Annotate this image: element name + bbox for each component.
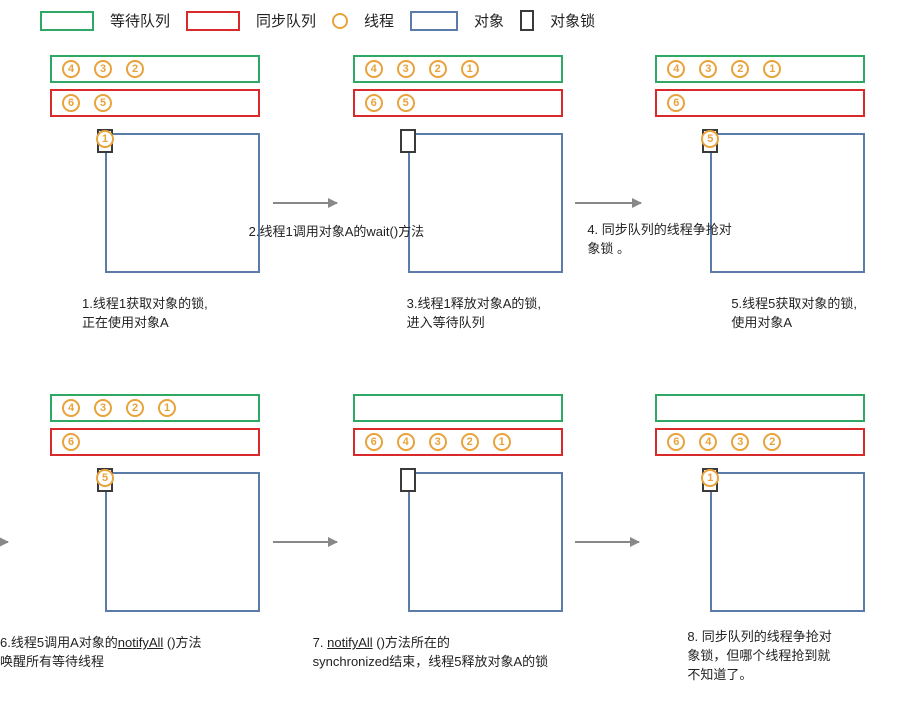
stage-caption: 1.线程1获取对象的锁,正在使用对象A bbox=[82, 295, 208, 333]
stage-caption: 5.线程5获取对象的锁,使用对象A bbox=[731, 295, 857, 333]
legend-lock-label: 对象锁 bbox=[550, 10, 595, 31]
arrow-caption: 4. 同步队列的线程争抢对象锁 。 bbox=[587, 221, 731, 259]
legend-object-label: 对象 bbox=[474, 10, 504, 31]
thread-4: 4 bbox=[667, 60, 685, 78]
arrow bbox=[575, 541, 639, 543]
thread-5: 5 bbox=[94, 94, 112, 112]
thread-6: 6 bbox=[365, 433, 383, 451]
stage-caption: 7. notifyAll ()方法所在的synchronized结束，线程5释放… bbox=[313, 634, 549, 672]
thread-4: 4 bbox=[365, 60, 383, 78]
legend: 等待队列 同步队列 线程 对象 对象锁 bbox=[0, 0, 908, 37]
wait-queue: 4321 bbox=[353, 55, 563, 83]
arrow-lead bbox=[0, 541, 8, 543]
stage-3: 4321655.线程5获取对象的锁,使用对象A4. 同步队列的线程争抢对象锁 。 bbox=[605, 37, 907, 376]
thread-2: 2 bbox=[429, 60, 447, 78]
thread-6: 6 bbox=[667, 94, 685, 112]
sync-queue: 6 bbox=[50, 428, 260, 456]
sync-queue: 6432 bbox=[655, 428, 865, 456]
stage-6: 643218. 同步队列的线程争抢对象锁，但哪个线程抢到就不知道了。 bbox=[605, 376, 907, 715]
thread-3: 3 bbox=[397, 60, 415, 78]
thread-4: 4 bbox=[699, 433, 717, 451]
object-lock bbox=[400, 468, 416, 492]
sync-queue: 64321 bbox=[353, 428, 563, 456]
thread-3: 3 bbox=[94, 399, 112, 417]
wait-queue: 432 bbox=[50, 55, 260, 83]
wait-queue bbox=[655, 394, 865, 422]
thread-6: 6 bbox=[62, 94, 80, 112]
object-a bbox=[710, 472, 865, 612]
legend-wait-box bbox=[40, 11, 94, 31]
thread-1: 1 bbox=[493, 433, 511, 451]
arrow-caption: 2.线程1调用对象A的wait()方法 bbox=[249, 223, 425, 242]
stage-4: 4321 65 6.线程5调用A对象的notifyAll ()方法唤醒所有等待线程 bbox=[0, 376, 302, 715]
thread-6: 6 bbox=[365, 94, 383, 112]
thread-1: 1 bbox=[158, 399, 176, 417]
arrow bbox=[575, 202, 641, 204]
thread-6: 6 bbox=[62, 433, 80, 451]
legend-wait-label: 等待队列 bbox=[110, 10, 170, 31]
wait-queue: 4321 bbox=[50, 394, 260, 422]
thread-4: 4 bbox=[62, 399, 80, 417]
stage-grid: 4326511.线程1获取对象的锁,正在使用对象A4321653.线程1释放对象… bbox=[0, 37, 908, 715]
object-a bbox=[710, 133, 865, 273]
sync-queue: 65 bbox=[50, 89, 260, 117]
thread-2: 2 bbox=[731, 60, 749, 78]
stage-caption: 8. 同步队列的线程争抢对象锁，但哪个线程抢到就不知道了。 bbox=[687, 628, 831, 685]
thread-1: 1 bbox=[763, 60, 781, 78]
object-lock bbox=[400, 129, 416, 153]
thread-3: 3 bbox=[429, 433, 447, 451]
stage-5: 64321 7. notifyAll ()方法所在的synchronized结束，… bbox=[303, 376, 605, 715]
object-a bbox=[408, 133, 563, 273]
legend-sync-label: 同步队列 bbox=[256, 10, 316, 31]
stage-2: 4321653.线程1释放对象A的锁,进入等待队列2.线程1调用对象A的wait… bbox=[303, 37, 605, 376]
arrow bbox=[273, 541, 337, 543]
sync-queue: 6 bbox=[655, 89, 865, 117]
stage-caption: 3.线程1释放对象A的锁,进入等待队列 bbox=[407, 295, 541, 333]
thread-1: 1 bbox=[461, 60, 479, 78]
thread-4: 4 bbox=[397, 433, 415, 451]
legend-thread-circle bbox=[332, 13, 348, 29]
legend-thread-label: 线程 bbox=[364, 10, 394, 31]
object-a bbox=[105, 472, 260, 612]
thread-2: 2 bbox=[763, 433, 781, 451]
sync-queue: 65 bbox=[353, 89, 563, 117]
thread-5: 5 bbox=[397, 94, 415, 112]
thread-2: 2 bbox=[126, 60, 144, 78]
object-a bbox=[408, 472, 563, 612]
thread-2: 2 bbox=[461, 433, 479, 451]
legend-object-box bbox=[410, 11, 458, 31]
stage-1: 432 65 1 1.线程1获取对象的锁,正在使用对象A bbox=[0, 37, 302, 376]
object-a bbox=[105, 133, 260, 273]
thread-4: 4 bbox=[62, 60, 80, 78]
legend-sync-box bbox=[186, 11, 240, 31]
stage-caption: 6.线程5调用A对象的notifyAll ()方法唤醒所有等待线程 bbox=[0, 634, 202, 672]
thread-6: 6 bbox=[667, 433, 685, 451]
arrow bbox=[273, 202, 337, 204]
thread-3: 3 bbox=[731, 433, 749, 451]
wait-queue bbox=[353, 394, 563, 422]
lock-thread: 5 bbox=[96, 469, 114, 487]
lock-thread: 1 bbox=[96, 130, 114, 148]
thread-3: 3 bbox=[699, 60, 717, 78]
thread-2: 2 bbox=[126, 399, 144, 417]
legend-lock-box bbox=[520, 10, 534, 31]
thread-3: 3 bbox=[94, 60, 112, 78]
wait-queue: 4321 bbox=[655, 55, 865, 83]
